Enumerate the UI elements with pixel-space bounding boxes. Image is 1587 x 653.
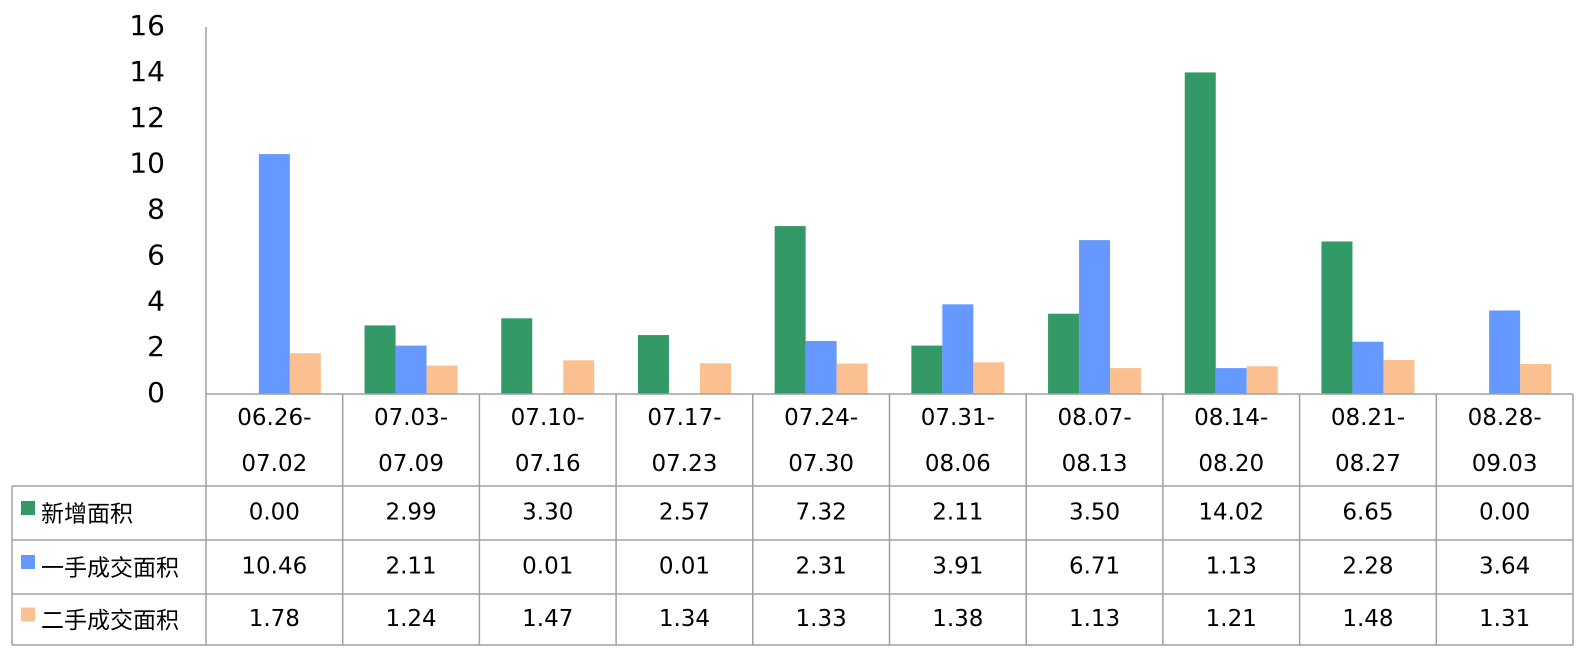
table-value: 0.01 <box>522 554 573 580</box>
x-tick-label: 07.10-07.16 <box>510 405 585 477</box>
table-value: 1.48 <box>1342 606 1393 632</box>
bar <box>1246 366 1278 394</box>
bar <box>289 353 321 394</box>
y-tick-label: 2 <box>147 330 165 363</box>
table-value: 2.11 <box>385 554 436 580</box>
table-value: 1.47 <box>522 606 573 632</box>
y-tick-label: 10 <box>129 147 165 180</box>
legend-key <box>21 501 35 515</box>
legend-label: 一手成交面积 <box>41 556 179 582</box>
x-tick-label: 08.14-08.20 <box>1194 405 1269 477</box>
bar <box>258 154 290 394</box>
bar <box>942 304 974 394</box>
legend-key <box>21 607 35 622</box>
bar <box>395 345 427 394</box>
legend-label: 二手成交面积 <box>41 608 179 634</box>
bar <box>1079 240 1111 394</box>
y-tick-label: 12 <box>129 101 165 134</box>
table-value: 1.31 <box>1479 606 1530 632</box>
x-tick-label: 07.31-08.06 <box>920 405 995 477</box>
legend-label: 新增面积 <box>41 502 133 528</box>
table-value: 3.50 <box>1069 500 1120 526</box>
bar <box>1520 363 1552 394</box>
bar <box>1489 310 1521 394</box>
legend-key <box>21 555 35 569</box>
bar <box>1215 368 1247 394</box>
table-value: 1.13 <box>1069 606 1120 632</box>
bar <box>1184 72 1216 394</box>
bar <box>805 341 837 394</box>
x-tick-label: 08.21-08.27 <box>1330 405 1406 477</box>
bar <box>364 325 396 394</box>
y-tick-label: 16 <box>129 9 165 42</box>
bar <box>1352 341 1384 394</box>
table-value: 2.28 <box>1342 554 1393 580</box>
bar <box>563 360 595 394</box>
table-value: 1.13 <box>1206 554 1257 580</box>
table-value: 1.34 <box>659 606 710 632</box>
table-value: 3.91 <box>932 554 983 580</box>
table-value: 1.21 <box>1206 606 1257 632</box>
table-value: 2.11 <box>932 500 983 526</box>
table-value: 0.00 <box>249 500 300 526</box>
table-value: 3.64 <box>1479 554 1530 580</box>
x-tick-label: 07.17-07.23 <box>647 405 722 477</box>
bar <box>1383 360 1415 394</box>
bar <box>501 318 533 394</box>
table-value: 10.46 <box>241 554 307 580</box>
y-tick-label: 14 <box>129 55 165 88</box>
x-tick-label: 08.28-09.03 <box>1467 405 1542 477</box>
table-value: 2.31 <box>796 554 847 580</box>
x-tick-label: 08.07-08.13 <box>1057 405 1132 477</box>
bar <box>973 362 1005 394</box>
x-tick-label: 07.03-07.09 <box>373 405 449 477</box>
y-tick-label: 4 <box>147 284 165 317</box>
table-value: 0.01 <box>659 554 710 580</box>
x-tick-label: 07.24-07.30 <box>784 405 859 477</box>
table-value: 0.00 <box>1479 500 1530 526</box>
table-value: 2.99 <box>385 500 436 526</box>
bar <box>1048 313 1080 394</box>
x-tick-label: 06.26-07.02 <box>237 405 312 477</box>
y-tick-label: 6 <box>147 238 165 271</box>
table-value: 14.02 <box>1198 500 1264 526</box>
table-value: 1.78 <box>249 606 300 632</box>
table-value: 6.71 <box>1069 554 1120 580</box>
bar <box>1110 368 1142 394</box>
table-value: 6.65 <box>1342 500 1393 526</box>
bar <box>426 365 458 394</box>
bar <box>699 363 731 394</box>
bar <box>1321 241 1353 394</box>
y-tick-label: 8 <box>147 193 165 226</box>
table-value: 1.33 <box>796 606 847 632</box>
bar <box>911 345 943 394</box>
bar <box>774 226 806 394</box>
bar <box>637 335 669 394</box>
table-value: 1.24 <box>385 606 436 632</box>
y-tick-label: 0 <box>147 376 165 409</box>
table-value: 1.38 <box>932 606 983 632</box>
table-value: 2.57 <box>659 500 710 526</box>
table-value: 7.32 <box>796 500 847 526</box>
bar <box>836 363 868 394</box>
table-value: 3.30 <box>522 500 573 526</box>
